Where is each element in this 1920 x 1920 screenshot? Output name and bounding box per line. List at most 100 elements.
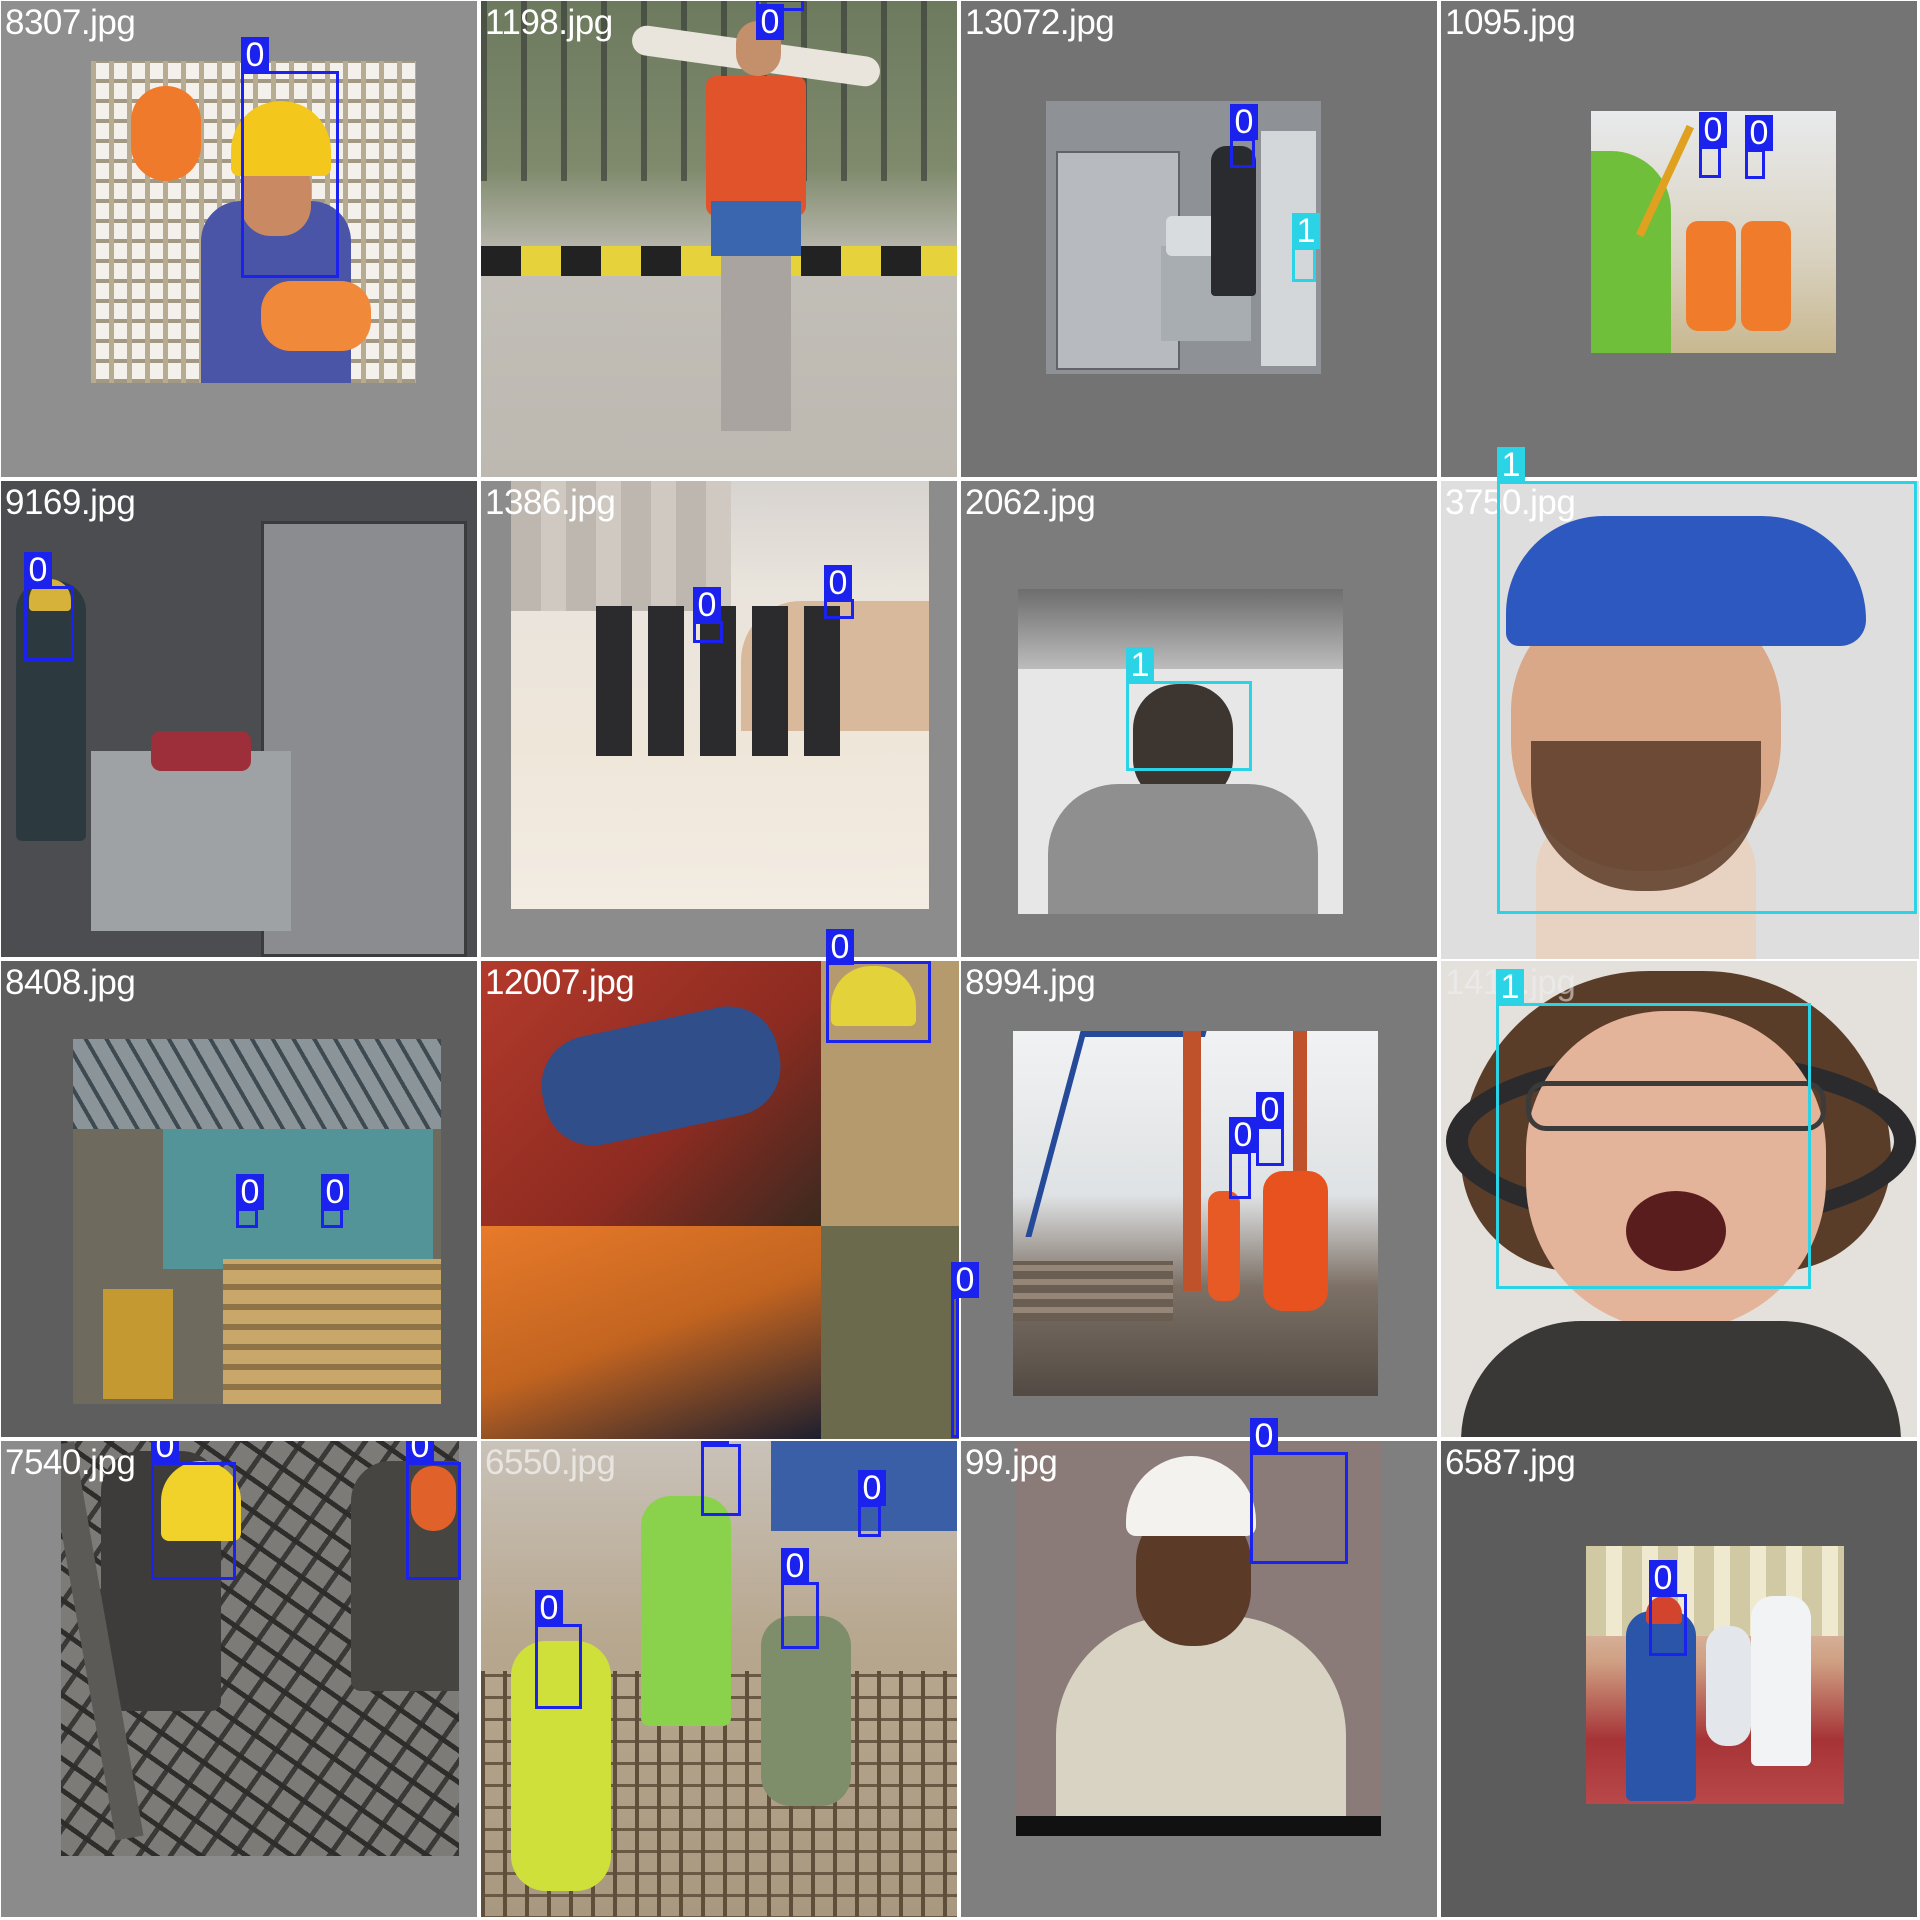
class-label: 0 xyxy=(826,929,854,965)
photo-group-on-site xyxy=(511,481,929,909)
pipe-pile xyxy=(1013,1261,1173,1321)
red-bag xyxy=(151,731,251,771)
detection-box: 0 xyxy=(321,1174,349,1228)
open-mouth xyxy=(1626,1191,1726,1271)
worker-shirt xyxy=(711,201,801,256)
class-label: 0 xyxy=(1745,115,1773,151)
man-shirt xyxy=(1048,784,1318,914)
class-label: 1 xyxy=(1497,447,1525,483)
detection-box: 0 xyxy=(1250,1418,1348,1564)
class-label: 0 xyxy=(1256,1092,1284,1128)
tile-1198[interactable]: 0 1198.jpg xyxy=(480,0,958,478)
rig-mast xyxy=(1183,1031,1201,1291)
class-label: 0 xyxy=(535,1590,563,1626)
filename-label: 1386.jpg xyxy=(485,483,616,522)
class-label: 0 xyxy=(951,1262,979,1298)
blue-crane xyxy=(1025,1031,1207,1237)
worker-legs xyxy=(721,256,791,431)
detection-box: 1 xyxy=(1497,447,1917,914)
caption-strip xyxy=(1016,1816,1381,1836)
class-label: 0 xyxy=(236,1174,264,1210)
roof-truss xyxy=(73,1039,441,1129)
glasses xyxy=(1526,1081,1826,1131)
class-label: 0 xyxy=(858,1470,886,1506)
tile-8307[interactable]: 0 8307.jpg xyxy=(0,0,478,478)
filename-label: 8408.jpg xyxy=(5,963,136,1002)
shirt xyxy=(1056,1616,1346,1821)
photo-drilling-rig xyxy=(1013,1031,1378,1396)
class-label: 0 xyxy=(24,552,52,588)
detection-box: 0 xyxy=(1229,1117,1257,1199)
filename-label: 8994.jpg xyxy=(965,963,1096,1002)
pallets xyxy=(223,1259,441,1404)
detection-box: 0 xyxy=(236,1174,264,1228)
filename-label: 3750.jpg xyxy=(1445,483,1576,522)
steel-counter xyxy=(91,751,291,931)
t-shirt xyxy=(1461,1321,1901,1437)
tile-1386[interactable]: 0 0 1386.jpg xyxy=(480,480,958,958)
woman-face xyxy=(1526,1011,1826,1331)
filename-label: 6550.jpg xyxy=(485,1443,616,1482)
nurse xyxy=(1706,1626,1751,1746)
tile-3750[interactable]: 1 3750.jpg xyxy=(1440,447,1919,959)
detection-box: 0 xyxy=(756,1,804,40)
detection-box: 0 xyxy=(824,565,854,619)
class-label: 0 xyxy=(701,1441,729,1446)
tile-8994[interactable]: 0 0 8994.jpg xyxy=(960,960,1438,1438)
detection-box: 0 xyxy=(1699,112,1727,178)
class-label: 0 xyxy=(781,1548,809,1584)
tile-12007[interactable]: 0 0 12007.jpg xyxy=(480,929,979,1439)
class-label: 1 xyxy=(1126,647,1154,683)
tile-99[interactable]: 0 99.jpg xyxy=(960,1418,1438,1918)
photo-site-workers-vests xyxy=(1591,111,1836,353)
tile-8408[interactable]: 0 0 8408.jpg xyxy=(0,960,478,1438)
photo-worker-yellow-helmet xyxy=(91,61,416,383)
tile-2062[interactable]: 1 2062.jpg xyxy=(960,480,1438,958)
photo-woman-surprised xyxy=(1441,961,1917,1437)
detection-box: 0 xyxy=(535,1590,582,1709)
tile-6587[interactable]: 0 6587.jpg xyxy=(1440,1440,1918,1918)
detection-box: 1 xyxy=(1292,213,1320,282)
orange-glove-2 xyxy=(261,281,371,351)
class-label: 0 xyxy=(693,587,721,623)
seated-person xyxy=(16,581,86,841)
class-label: 0 xyxy=(824,565,852,601)
filename-label: 7540.jpg xyxy=(5,1443,136,1482)
blue-cap xyxy=(1506,516,1866,646)
doctor xyxy=(1751,1596,1811,1766)
orange-helmet xyxy=(411,1466,456,1531)
worker-orange-2 xyxy=(1208,1191,1240,1301)
detection-box: 0 xyxy=(693,587,723,643)
yellow-helmet xyxy=(231,101,331,176)
red-helmet xyxy=(1646,1596,1682,1624)
worker-b xyxy=(1741,221,1791,331)
class-label: 0 xyxy=(1229,1117,1257,1153)
white-helmet xyxy=(1126,1456,1256,1536)
tile-1418[interactable]: 1 1418.jpg xyxy=(1440,960,1918,1438)
detection-box: 0 xyxy=(858,1470,886,1537)
steel-doors xyxy=(261,521,467,957)
detection-box: 0 xyxy=(1230,104,1258,168)
detection-box: 0 xyxy=(1745,115,1773,179)
orange-clothing xyxy=(481,1226,821,1439)
filename-label: 99.jpg xyxy=(965,1443,1058,1482)
photo-kitchen-cctv xyxy=(1046,101,1321,374)
photo-dim-kitchen xyxy=(1,481,477,957)
tile-7540[interactable]: 0 0 7540.jpg xyxy=(0,1440,478,1918)
detection-box: 0 xyxy=(701,1441,741,1516)
class-label: 0 xyxy=(406,1441,434,1464)
tile-9169[interactable]: 0 9169.jpg xyxy=(0,480,478,958)
person xyxy=(1211,146,1256,296)
filename-label: 12007.jpg xyxy=(485,963,635,1002)
tile-6550[interactable]: 0 0 0 0 6550.jpg xyxy=(480,1440,958,1918)
photo-man-blue-cap xyxy=(1441,481,1919,959)
class-label: 0 xyxy=(241,37,269,73)
tile-13072[interactable]: 0 1 13072.jpg xyxy=(960,0,1438,478)
worker-a xyxy=(1686,221,1736,331)
class-label: 1 xyxy=(1496,969,1524,1005)
class-label: 1 xyxy=(1292,213,1320,249)
filename-label: 1198.jpg xyxy=(485,3,613,42)
class-label: 0 xyxy=(756,4,784,40)
tile-1095[interactable]: 0 0 1095.jpg xyxy=(1440,0,1918,478)
